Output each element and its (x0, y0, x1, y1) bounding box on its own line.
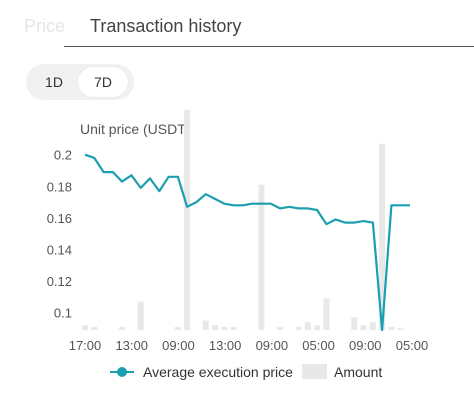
y-tick-label: 0.1 (54, 306, 72, 321)
x-tick-label: 13:00 (115, 338, 148, 353)
amount-bar (174, 326, 181, 330)
y-tick-label: 0.18 (47, 179, 72, 194)
chart-svg: Unit price (USDT) 0.2 0.18 0.16 0.14 0.12 0.1… (47, 25, 429, 380)
range-1d-button[interactable]: 1D (45, 74, 63, 90)
amount-bar (230, 326, 237, 330)
x-tick-label: 09:00 (162, 338, 195, 353)
tab-transaction-history[interactable]: Transaction history (90, 16, 242, 36)
amount-bars (82, 25, 404, 331)
amount-bar (304, 322, 311, 330)
amount-bar (82, 325, 88, 330)
amount-bar (119, 326, 126, 330)
amount-bar (295, 326, 302, 330)
amount-bar (91, 326, 98, 330)
amount-bar (314, 325, 321, 330)
legend-line-marker (117, 367, 127, 377)
amount-bar (323, 298, 330, 330)
amount-bar (397, 328, 404, 330)
x-tick-label: 09:00 (256, 338, 289, 353)
range-toggle: 1D 7D (26, 64, 134, 100)
amount-bar (202, 320, 209, 330)
amount-bar (369, 322, 376, 330)
amount-bar (137, 301, 144, 330)
x-tick-label: 13:00 (209, 338, 242, 353)
amount-bar (277, 326, 283, 330)
amount-bar (212, 325, 218, 330)
y-tick-label: 0.2 (54, 148, 72, 163)
x-axis-ticks: 17:00 13:00 09:00 13:00 09:00 05:00 09:00 05:00 (69, 338, 429, 353)
legend-label-amount: Amount (334, 364, 382, 380)
range-7d-button[interactable]: 7D (78, 67, 128, 97)
x-tick-label: 17:00 (69, 338, 102, 353)
amount-bar (388, 326, 395, 330)
legend-amount-swatch (302, 364, 327, 379)
amount-bar (360, 325, 367, 330)
amount-bar (221, 326, 228, 330)
legend-label-price: Average execution price (143, 364, 293, 380)
tab-underline (64, 46, 474, 47)
tab-bar: Price Transaction history (0, 0, 474, 50)
amount-bar (379, 143, 386, 330)
amount-bar (184, 25, 191, 331)
y-axis-label: Unit price (USDT) (80, 121, 190, 137)
price-line (84, 153, 410, 332)
amount-bar (258, 184, 265, 330)
y-tick-label: 0.16 (47, 211, 72, 226)
y-tick-label: 0.14 (47, 242, 72, 257)
y-tick-label: 0.12 (47, 274, 72, 289)
x-tick-label: 05:00 (396, 338, 429, 353)
price-chart: Unit price (USDT) 0.2 0.18 0.16 0.14 0.12 0.1… (0, 25, 474, 401)
x-tick-label: 09:00 (349, 338, 382, 353)
y-axis-ticks: 0.2 0.18 0.16 0.14 0.12 0.1 (47, 148, 72, 321)
legend: Average execution price Amount (110, 364, 382, 380)
x-tick-label: 05:00 (302, 338, 335, 353)
amount-bar (351, 317, 358, 330)
tab-price[interactable]: Price (24, 16, 66, 36)
